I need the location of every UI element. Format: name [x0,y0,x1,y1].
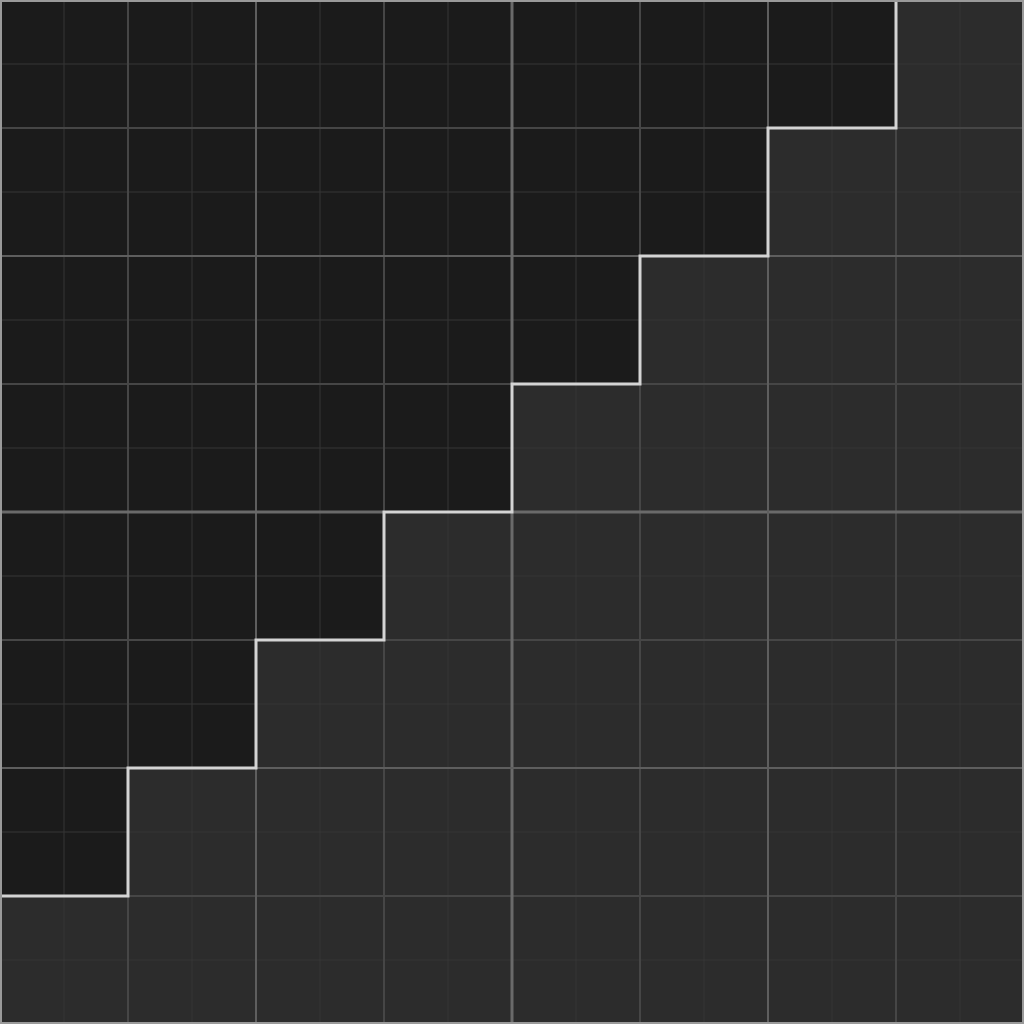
game-board[interactable] [0,0,1024,1024]
